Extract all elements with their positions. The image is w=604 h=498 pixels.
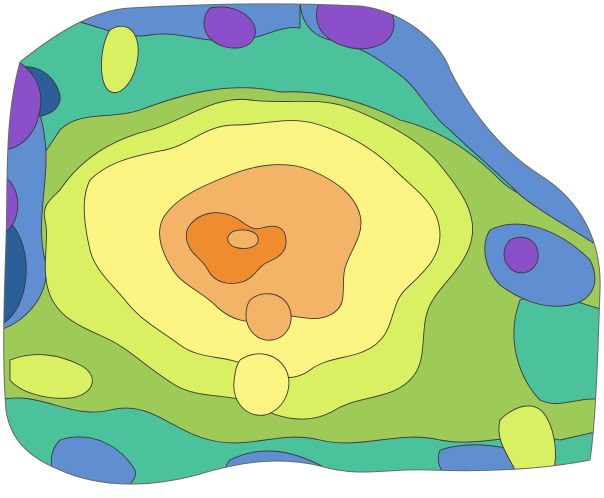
contour-band-lime-finger-southeast	[498, 405, 556, 485]
map-outline	[3, 3, 601, 485]
contour-band-orange-core	[185, 212, 287, 284]
contour-band-purple-northeast	[316, 3, 395, 50]
contour-band-lime-north	[100, 25, 139, 93]
contour-band-yellow-south	[233, 353, 290, 416]
contour-band-purple-east	[503, 236, 539, 274]
contour-band-purple-north	[203, 6, 256, 49]
contour-band-pale-orange-south	[245, 293, 292, 341]
contour-band-navy-west	[3, 214, 27, 326]
contour-band-core-pocket	[227, 229, 259, 249]
contour-band-lime-finger-west	[9, 354, 93, 399]
